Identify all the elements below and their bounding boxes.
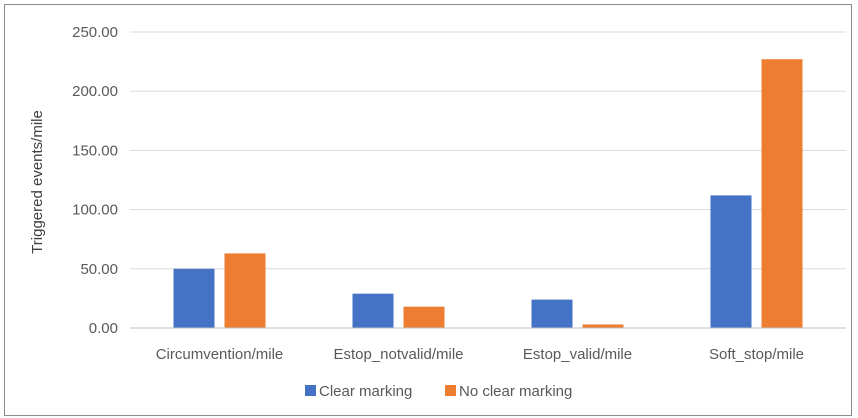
y-axis-ticks: 0.00 50.00 100.00 150.00 200.00 250.00 (72, 24, 118, 337)
x-tick-label: Soft_stop/mile (709, 346, 804, 363)
bar-no-clear-marking (761, 59, 803, 329)
x-axis-ticks: Circumvention/mile Estop_notvalid/mile Est… (156, 346, 804, 363)
y-tick-label: 150.00 (72, 142, 118, 159)
legend-swatch (305, 385, 316, 396)
bar-clear-marking (531, 299, 573, 328)
legend-swatch (445, 385, 456, 396)
y-axis-label: Triggered events/mile (29, 110, 46, 254)
x-tick-label: Circumvention/mile (156, 346, 284, 363)
x-tick-label: Estop_notvalid/mile (333, 346, 463, 363)
bar-no-clear-marking (582, 324, 624, 328)
bar-clear-marking (352, 293, 394, 328)
legend: Clear marking No clear marking (305, 383, 572, 400)
y-tick-label: 50.00 (80, 261, 118, 278)
bars (173, 59, 803, 329)
y-tick-label: 100.00 (72, 202, 118, 219)
x-tick-label: Estop_valid/mile (523, 346, 632, 363)
y-tick-label: 250.00 (72, 24, 118, 41)
bar-no-clear-marking (403, 306, 445, 328)
bar-clear-marking (710, 195, 752, 328)
y-tick-label: 200.00 (72, 83, 118, 100)
bar-clear-marking (173, 268, 215, 328)
legend-label: Clear marking (319, 383, 412, 400)
bar-no-clear-marking (224, 253, 266, 328)
legend-label: No clear marking (459, 383, 572, 400)
y-tick-label: 0.00 (89, 320, 118, 337)
